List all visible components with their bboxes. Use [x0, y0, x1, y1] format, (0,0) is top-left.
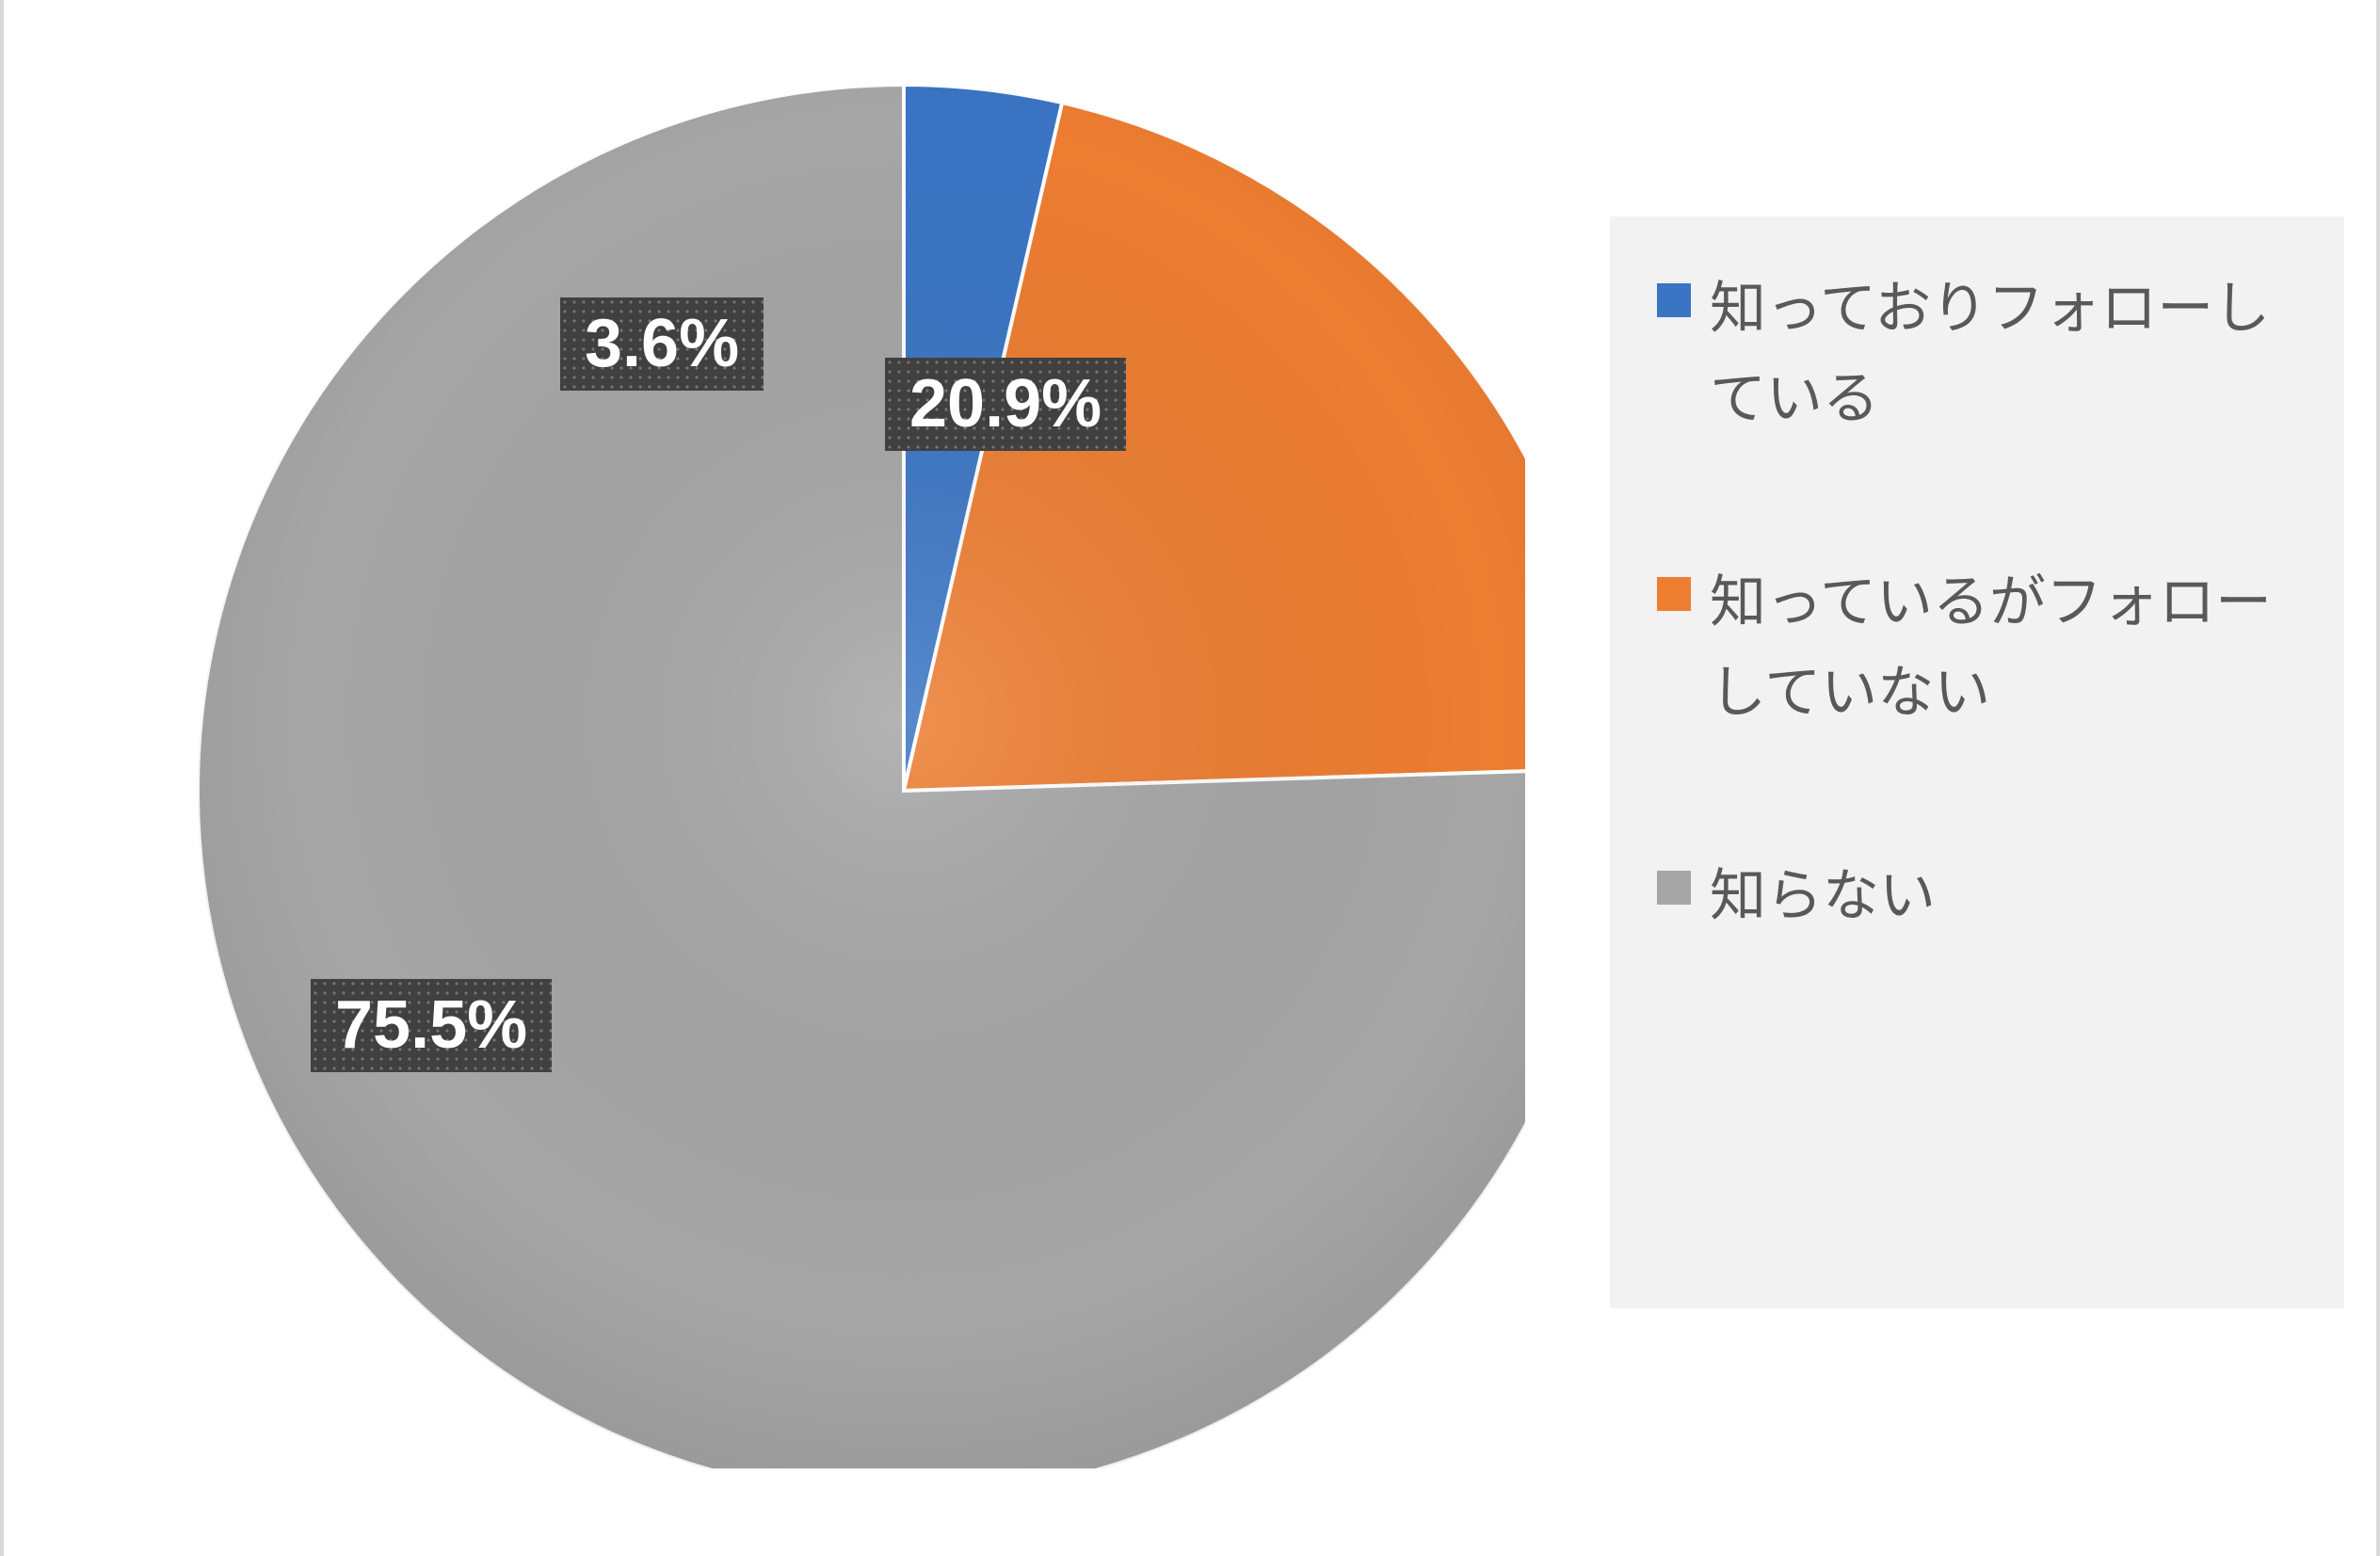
legend-swatch-0: [1657, 283, 1691, 317]
legend-item-0: 知っておりフォローしている: [1657, 264, 2288, 444]
legend-text-1: 知っているがフォローしていない: [1710, 557, 2288, 738]
frame-border-right: [2376, 0, 2380, 1556]
data-label-0: 3.6%: [560, 297, 764, 391]
legend-swatch-1: [1657, 577, 1691, 611]
data-label-1: 20.9%: [885, 358, 1126, 451]
legend-item-2: 知らない: [1657, 851, 2288, 941]
bottom-fade: [4, 1518, 2376, 1556]
legend-text-0: 知っておりフォローしている: [1710, 264, 2288, 444]
pie-chart: 知っておりフォローしている知っているがフォローしていない知らない 3.6% 20.…: [0, 0, 2380, 1556]
frame-border-left: [0, 0, 4, 1556]
legend-text-2: 知らない: [1710, 851, 1936, 941]
legend: 知っておりフォローしている知っているがフォローしていない知らない: [1610, 217, 2344, 1308]
legend-item-1: 知っているがフォローしていない: [1657, 557, 2288, 738]
data-label-2: 75.5%: [311, 979, 552, 1072]
pie-svg: [94, 38, 1525, 1468]
legend-swatch-2: [1657, 871, 1691, 905]
